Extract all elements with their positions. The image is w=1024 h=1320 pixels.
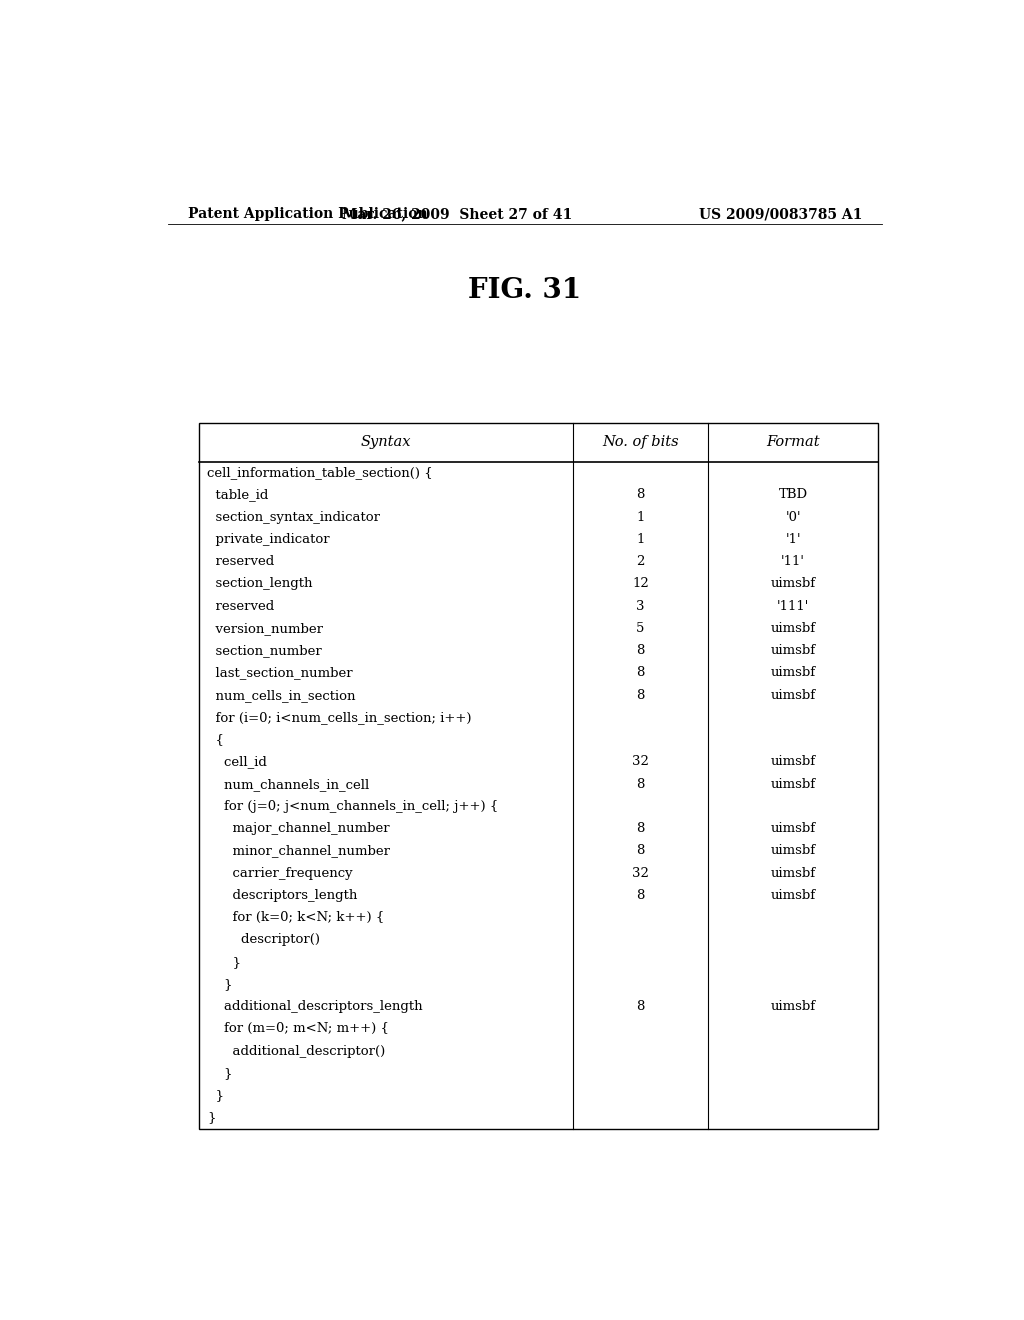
Text: uimsbf: uimsbf	[771, 644, 816, 657]
Text: 8: 8	[636, 822, 645, 836]
Text: for (i=0; i<num_cells_in_section; i++): for (i=0; i<num_cells_in_section; i++)	[207, 711, 472, 723]
Text: {: {	[207, 733, 224, 746]
Text: }: }	[207, 1067, 232, 1080]
Text: 8: 8	[636, 488, 645, 502]
Text: Patent Application Publication: Patent Application Publication	[187, 207, 427, 222]
Text: uimsbf: uimsbf	[771, 667, 816, 680]
Text: 8: 8	[636, 667, 645, 680]
Text: descriptors_length: descriptors_length	[207, 888, 357, 902]
Text: uimsbf: uimsbf	[771, 822, 816, 836]
Text: uimsbf: uimsbf	[771, 777, 816, 791]
Text: 8: 8	[636, 777, 645, 791]
Text: major_channel_number: major_channel_number	[207, 822, 390, 836]
Text: cell_information_table_section() {: cell_information_table_section() {	[207, 466, 433, 479]
Text: }: }	[207, 956, 242, 969]
Text: 2: 2	[636, 556, 645, 568]
Text: additional_descriptors_length: additional_descriptors_length	[207, 1001, 423, 1014]
Text: for (k=0; k<N; k++) {: for (k=0; k<N; k++) {	[207, 911, 385, 924]
Text: uimsbf: uimsbf	[771, 689, 816, 702]
Text: last_section_number: last_section_number	[207, 667, 353, 680]
Text: '11': '11'	[781, 556, 805, 568]
Text: '111': '111'	[777, 599, 809, 612]
Text: section_number: section_number	[207, 644, 323, 657]
Text: TBD: TBD	[778, 488, 808, 502]
Text: carrier_frequency: carrier_frequency	[207, 867, 353, 879]
Text: num_cells_in_section: num_cells_in_section	[207, 689, 356, 702]
Text: uimsbf: uimsbf	[771, 845, 816, 858]
Text: Mar. 26, 2009  Sheet 27 of 41: Mar. 26, 2009 Sheet 27 of 41	[342, 207, 572, 222]
Text: uimsbf: uimsbf	[771, 577, 816, 590]
Text: FIG. 31: FIG. 31	[468, 277, 582, 304]
Text: private_indicator: private_indicator	[207, 533, 330, 546]
Text: uimsbf: uimsbf	[771, 888, 816, 902]
Text: uimsbf: uimsbf	[771, 867, 816, 879]
Text: for (j=0; j<num_channels_in_cell; j++) {: for (j=0; j<num_channels_in_cell; j++) {	[207, 800, 499, 813]
Text: No. of bits: No. of bits	[602, 436, 679, 449]
Text: Syntax: Syntax	[360, 436, 412, 449]
Text: '0': '0'	[785, 511, 801, 524]
Text: }: }	[207, 1111, 216, 1125]
Text: 3: 3	[636, 599, 645, 612]
Text: 32: 32	[632, 867, 649, 879]
Text: descriptor(): descriptor()	[207, 933, 321, 946]
Text: reserved: reserved	[207, 599, 274, 612]
Text: reserved: reserved	[207, 556, 274, 568]
Text: uimsbf: uimsbf	[771, 622, 816, 635]
Text: 1: 1	[636, 533, 645, 546]
Text: section_length: section_length	[207, 577, 313, 590]
Text: 8: 8	[636, 845, 645, 858]
Text: 5: 5	[636, 622, 645, 635]
Text: Format: Format	[766, 436, 820, 449]
Text: additional_descriptor(): additional_descriptor()	[207, 1044, 386, 1057]
Text: num_channels_in_cell: num_channels_in_cell	[207, 777, 370, 791]
Text: 8: 8	[636, 888, 645, 902]
Text: 32: 32	[632, 755, 649, 768]
Text: US 2009/0083785 A1: US 2009/0083785 A1	[698, 207, 862, 222]
Text: for (m=0; m<N; m++) {: for (m=0; m<N; m++) {	[207, 1023, 389, 1035]
Text: uimsbf: uimsbf	[771, 1001, 816, 1014]
Text: 12: 12	[632, 577, 649, 590]
Text: 8: 8	[636, 644, 645, 657]
Text: version_number: version_number	[207, 622, 324, 635]
Text: }: }	[207, 1089, 224, 1102]
Text: 8: 8	[636, 689, 645, 702]
Text: minor_channel_number: minor_channel_number	[207, 845, 390, 858]
Text: '1': '1'	[785, 533, 801, 546]
Text: uimsbf: uimsbf	[771, 755, 816, 768]
Text: }: }	[207, 978, 232, 991]
Bar	[200, 422, 878, 1129]
Text: table_id: table_id	[207, 488, 268, 502]
Text: cell_id: cell_id	[207, 755, 267, 768]
Text: 8: 8	[636, 1001, 645, 1014]
Text: 1: 1	[636, 511, 645, 524]
Text: section_syntax_indicator: section_syntax_indicator	[207, 511, 380, 524]
